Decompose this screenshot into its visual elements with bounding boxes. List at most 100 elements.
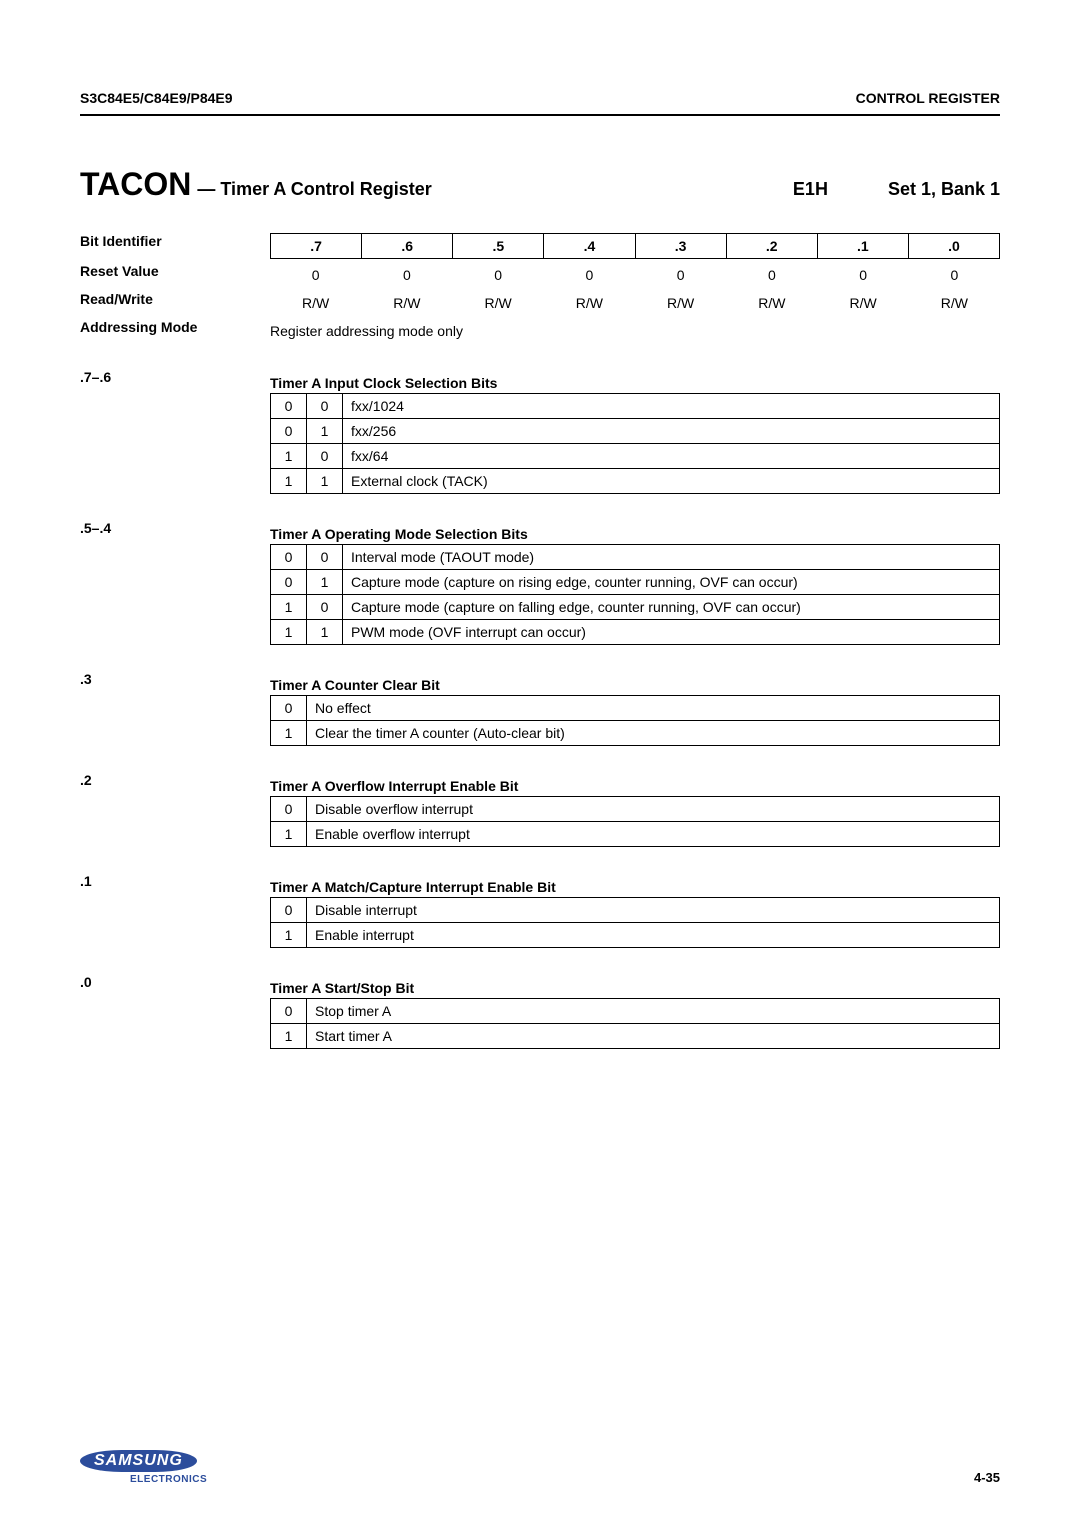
table-desc-cell: fxx/256 [343,419,1000,444]
table-bit-cell: 1 [271,721,307,746]
bit-cell: .2 [726,234,817,259]
table-desc-cell: Capture mode (capture on falling edge, c… [343,595,1000,620]
reset-value-row: 00000000 [270,263,1000,287]
reset-cell: 0 [726,263,817,287]
table-desc-cell: No effect [307,696,1000,721]
section-title: Timer A Input Clock Selection Bits [270,375,1000,391]
table-bit-cell: 1 [307,419,343,444]
table-desc-cell: Capture mode (capture on rising edge, co… [343,570,1000,595]
reset-cell: 0 [270,263,361,287]
rw-cell: R/W [818,291,909,315]
addressing-mode-label: Addressing Mode [80,319,270,335]
register-title-row: TACON — Timer A Control Register E1H Set… [80,166,1000,203]
section-table: 0Disable overflow interrupt1Enable overf… [270,796,1000,847]
samsung-logo-text: SAMSUNG [80,1450,197,1472]
table-desc-cell: Interval mode (TAOUT mode) [343,545,1000,570]
rw-cell: R/W [635,291,726,315]
rw-cell: R/W [909,291,1000,315]
content-area: Bit Identifier .7.6.5.4.3.2.1.0 Reset Va… [80,233,1000,1049]
table-bit-cell: 1 [307,469,343,494]
header-left: S3C84E5/C84E9/P84E9 [80,90,233,106]
table-desc-cell: Stop timer A [307,999,1000,1024]
addressing-mode-text: Register addressing mode only [270,319,1000,343]
rw-cell: R/W [544,291,635,315]
page-footer: SAMSUNG ELECTRONICS 4-35 [80,1450,1000,1485]
table-desc-cell: Clear the timer A counter (Auto-clear bi… [307,721,1000,746]
reset-cell: 0 [818,263,909,287]
section-title: Timer A Overflow Interrupt Enable Bit [270,778,1000,794]
bit-cell: .4 [544,234,635,259]
section-bits-label: .0 [80,974,270,990]
bit-identifier-table: .7.6.5.4.3.2.1.0 [270,233,1000,259]
samsung-logo: SAMSUNG ELECTRONICS [80,1450,207,1485]
table-bit-cell: 1 [271,444,307,469]
table-bit-cell: 1 [307,570,343,595]
reset-cell: 0 [635,263,726,287]
section-bits-label: .5–.4 [80,520,270,536]
samsung-electronics-text: ELECTRONICS [130,1474,207,1485]
table-bit-cell: 1 [271,620,307,645]
table-desc-cell: fxx/1024 [343,394,1000,419]
reset-cell: 0 [544,263,635,287]
section-table: 0Disable interrupt1Enable interrupt [270,897,1000,948]
table-bit-cell: 1 [271,822,307,847]
bit-identifier-label: Bit Identifier [80,233,270,249]
section-table: 00Interval mode (TAOUT mode)01Capture mo… [270,544,1000,645]
register-bank: Set 1, Bank 1 [888,179,1000,200]
table-bit-cell: 0 [271,419,307,444]
page-number: 4-35 [974,1470,1000,1485]
register-desc: — Timer A Control Register [197,179,431,200]
table-bit-cell: 1 [307,620,343,645]
rw-cell: R/W [361,291,452,315]
table-bit-cell: 0 [307,595,343,620]
table-bit-cell: 0 [271,394,307,419]
section-title: Timer A Operating Mode Selection Bits [270,526,1000,542]
register-addr: E1H [793,179,828,200]
section-table: 00fxx/102401fxx/25610fxx/6411External cl… [270,393,1000,494]
bit-cell: .5 [453,234,544,259]
section-bits-label: .3 [80,671,270,687]
table-bit-cell: 1 [271,923,307,948]
reset-cell: 0 [909,263,1000,287]
read-write-row: R/WR/WR/WR/WR/WR/WR/WR/W [270,291,1000,315]
section-table: 0No effect1Clear the timer A counter (Au… [270,695,1000,746]
table-bit-cell: 0 [307,444,343,469]
table-bit-cell: 0 [271,545,307,570]
table-desc-cell: PWM mode (OVF interrupt can occur) [343,620,1000,645]
bit-cell: .7 [271,234,362,259]
bit-cell: .3 [635,234,726,259]
table-bit-cell: 0 [271,797,307,822]
table-bit-cell: 0 [271,570,307,595]
table-bit-cell: 1 [271,469,307,494]
section-title: Timer A Match/Capture Interrupt Enable B… [270,879,1000,895]
table-desc-cell: Disable interrupt [307,898,1000,923]
read-write-label: Read/Write [80,291,270,307]
bit-cell: .1 [817,234,908,259]
rw-cell: R/W [270,291,361,315]
table-bit-cell: 0 [307,545,343,570]
table-bit-cell: 1 [271,595,307,620]
reset-cell: 0 [453,263,544,287]
section-title: Timer A Start/Stop Bit [270,980,1000,996]
section-bits-label: .7–.6 [80,369,270,385]
table-bit-cell: 0 [271,898,307,923]
reset-value-label: Reset Value [80,263,270,279]
bit-cell: .6 [362,234,453,259]
table-bit-cell: 0 [307,394,343,419]
table-desc-cell: External clock (TACK) [343,469,1000,494]
table-desc-cell: Enable overflow interrupt [307,822,1000,847]
header-right: CONTROL REGISTER [856,90,1000,106]
section-table: 0Stop timer A1Start timer A [270,998,1000,1049]
bit-cell: .0 [908,234,999,259]
rw-cell: R/W [726,291,817,315]
section-bits-label: .2 [80,772,270,788]
section-bits-label: .1 [80,873,270,889]
reset-cell: 0 [361,263,452,287]
table-desc-cell: Enable interrupt [307,923,1000,948]
table-desc-cell: fxx/64 [343,444,1000,469]
rw-cell: R/W [453,291,544,315]
table-bit-cell: 0 [271,696,307,721]
table-desc-cell: Disable overflow interrupt [307,797,1000,822]
table-bit-cell: 1 [271,1024,307,1049]
table-bit-cell: 0 [271,999,307,1024]
